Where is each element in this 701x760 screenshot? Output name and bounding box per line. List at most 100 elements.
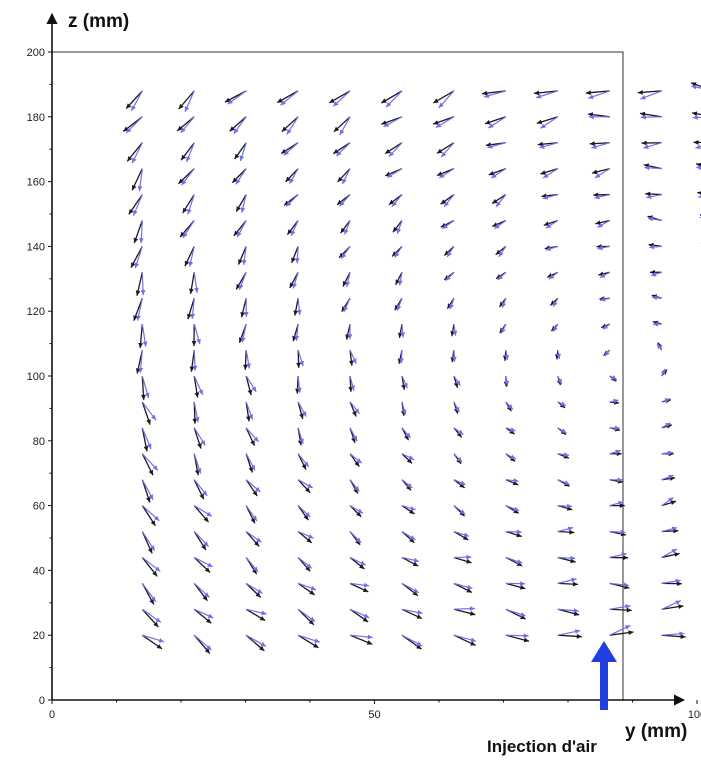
vector-arrow-violet	[233, 116, 247, 135]
vector-arrow-black	[125, 90, 143, 110]
vector-arrow-black	[609, 503, 625, 508]
vector-arrow-violet	[661, 548, 678, 558]
axis-ticks: 020406080100120140160180200050100150	[27, 47, 701, 721]
vector-arrow-violet	[449, 298, 455, 310]
vector-arrow-violet	[656, 343, 663, 351]
vector-arrow-violet	[609, 604, 631, 610]
vector-arrow-violet	[236, 220, 247, 238]
vector-arrow-violet	[190, 298, 196, 319]
z-tick-label: 40	[33, 565, 45, 577]
vector-arrow-violet	[401, 582, 420, 594]
vector-arrow-violet	[487, 116, 507, 129]
vector-arrow-violet	[297, 505, 311, 518]
vector-arrow-violet	[451, 350, 457, 362]
vector-arrow-black	[141, 608, 159, 628]
vector-arrow-violet	[193, 505, 213, 517]
z-tick-label: 100	[27, 371, 45, 383]
vector-arrow-violet	[245, 427, 260, 443]
vector-arrow-violet	[130, 90, 143, 112]
vector-arrow-violet	[290, 220, 299, 237]
vector-arrow-black	[693, 140, 701, 145]
vector-arrow-black	[557, 633, 582, 639]
vector-arrow-violet	[647, 216, 662, 222]
vector-arrow-violet	[349, 531, 362, 544]
vector-arrow-black	[557, 608, 580, 616]
vector-arrow-violet	[137, 168, 143, 192]
vector-arrow-violet	[602, 323, 611, 330]
vector-arrow-violet	[296, 375, 302, 393]
vector-arrow-black	[193, 556, 211, 573]
z-tick-label: 80	[33, 436, 45, 448]
vector-arrow-violet	[288, 168, 299, 185]
vector-arrow-black	[240, 298, 247, 318]
vector-arrow-violet	[453, 554, 472, 560]
vector-arrow-black	[639, 111, 662, 118]
vector-arrow-violet	[651, 295, 662, 301]
vector-arrow-violet	[401, 375, 408, 389]
vector-arrow-black	[281, 116, 299, 133]
vector-arrow-violet	[238, 272, 247, 290]
z-tick-label: 200	[27, 47, 45, 59]
vector-arrow-violet	[245, 453, 256, 471]
vector-arrow-violet	[505, 556, 523, 564]
vector-arrow-violet	[557, 526, 574, 533]
vector-arrow-violet	[401, 531, 416, 541]
vector-arrow-violet	[241, 246, 247, 266]
vector-arrow-black	[141, 401, 151, 425]
vector-arrow-black	[491, 194, 507, 205]
vector-arrow-violet	[297, 479, 314, 489]
vector-arrow-violet	[332, 90, 351, 107]
vector-arrow-violet	[497, 271, 507, 281]
vector-arrow-violet	[383, 116, 403, 128]
vector-arrow-violet	[335, 142, 351, 157]
vector-arrow-black	[505, 479, 519, 486]
vector-arrow-violet	[388, 142, 403, 158]
vector-arrow-violet	[187, 194, 195, 215]
vector-arrow-black	[641, 140, 662, 146]
vector-arrow-black	[234, 142, 247, 160]
vector-arrow-violet	[442, 219, 455, 230]
vector-arrow-violet	[661, 398, 671, 403]
vector-arrow-violet	[138, 350, 144, 373]
vector-arrow-violet	[349, 582, 370, 588]
vector-arrow-violet	[440, 142, 455, 158]
vector-arrow-black	[180, 142, 195, 161]
vector-arrow-violet	[391, 194, 403, 207]
vector-arrow-black	[131, 168, 143, 191]
vector-arrow-black	[401, 608, 423, 620]
vector-arrow-violet	[297, 556, 313, 569]
vector-arrow-violet	[401, 608, 423, 615]
vector-arrow-black	[193, 531, 207, 551]
vector-arrow-violet	[609, 582, 629, 588]
vector-arrow-black	[193, 479, 205, 500]
vector-arrow-violet	[339, 116, 351, 136]
vector-arrow-violet	[141, 453, 159, 471]
vector-arrow-black	[193, 505, 210, 523]
vector-arrow-violet	[401, 427, 412, 439]
vector-arrow-violet	[345, 272, 351, 288]
vector-arrow-black	[141, 634, 163, 650]
vector-arrow-black	[536, 116, 559, 125]
y-axis-title: y (mm)	[625, 721, 687, 742]
vector-arrow-black	[193, 427, 202, 449]
vector-arrow-violet	[542, 193, 558, 200]
vector-arrow-black	[453, 530, 469, 541]
vector-arrow-violet	[192, 350, 198, 371]
vector-arrow-violet	[453, 375, 461, 387]
vector-arrow-violet	[294, 246, 300, 264]
vector-arrow-violet	[609, 552, 627, 559]
vector-arrow-violet	[505, 633, 529, 639]
vector-arrow-violet	[490, 168, 507, 179]
z-tick-label: 60	[33, 501, 45, 513]
vector-arrow-black	[557, 529, 575, 535]
vector-arrow-black	[591, 168, 610, 175]
y-tick-label: 100	[688, 709, 701, 721]
vector-arrow-violet	[297, 608, 316, 623]
vector-arrow-violet	[505, 427, 516, 432]
vector-arrow-black	[349, 401, 357, 417]
vector-arrow-violet	[347, 324, 353, 340]
vector-arrow-violet	[609, 477, 623, 483]
injection-arrow	[591, 641, 617, 710]
vector-arrow-black	[595, 219, 610, 226]
vector-arrow-violet	[505, 505, 520, 512]
